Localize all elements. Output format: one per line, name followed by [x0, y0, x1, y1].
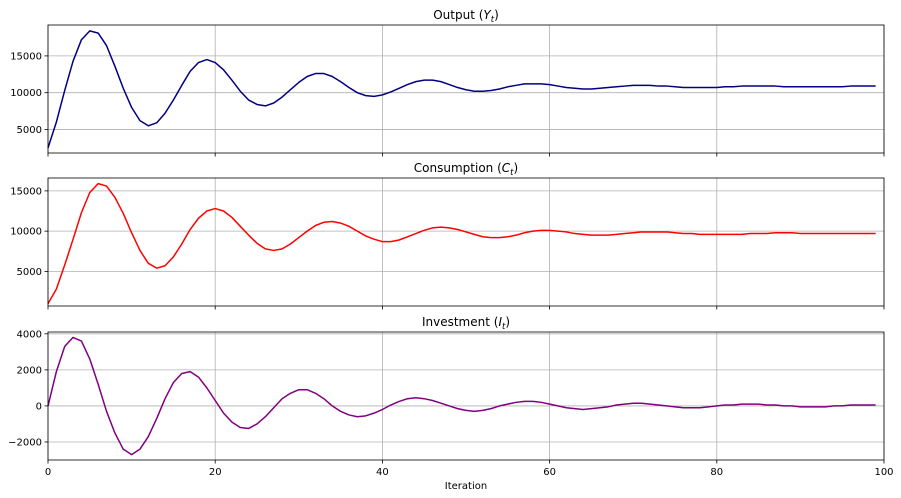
consumption-y-tick-label: 15000	[10, 186, 42, 197]
investment-x-tick-label: 100	[874, 467, 893, 478]
consumption-y-tick-label: 10000	[10, 227, 42, 238]
investment-x-tick-label: 80	[710, 467, 723, 478]
investment-panel: −2000 0 2000 4000 Investment (It) 0 20 40 60 80 10…	[8, 315, 893, 492]
x-axis-label: Iteration	[445, 481, 487, 492]
investment-x-tick-label: 40	[376, 467, 389, 478]
consumption-title: Consumption (Ct)	[414, 161, 518, 178]
output-y-tick-label: 15000	[10, 51, 42, 62]
investment-series-line	[47, 336, 876, 456]
investment-x-tick-label: 60	[543, 467, 556, 478]
output-title: Output (Yt)	[433, 8, 499, 25]
consumption-y-tick-label: 5000	[17, 267, 42, 278]
output-y-tick-label: 10000	[10, 88, 42, 99]
investment-x-tick-label: 0	[45, 467, 51, 478]
output-axes-frame	[47, 24, 885, 154]
investment-title: Investment (It)	[422, 315, 510, 332]
investment-y-tick-label: 4000	[17, 329, 42, 340]
consumption-axes-frame	[47, 177, 885, 307]
investment-y-tick-label: −2000	[8, 437, 42, 448]
consumption-series-line	[47, 182, 876, 304]
investment-y-tick-label: 0	[36, 401, 42, 412]
output-y-tick-label: 5000	[17, 125, 42, 136]
investment-x-tick-label: 20	[209, 467, 222, 478]
investment-y-tick-label: 2000	[17, 365, 42, 376]
investment-axes-frame	[47, 331, 885, 461]
consumption-panel: 5000 10000 15000 Consumption (Ct)	[10, 161, 885, 310]
output-panel: 5000 10000 15000 Output (Yt)	[10, 8, 885, 157]
output-series-line	[47, 30, 876, 149]
